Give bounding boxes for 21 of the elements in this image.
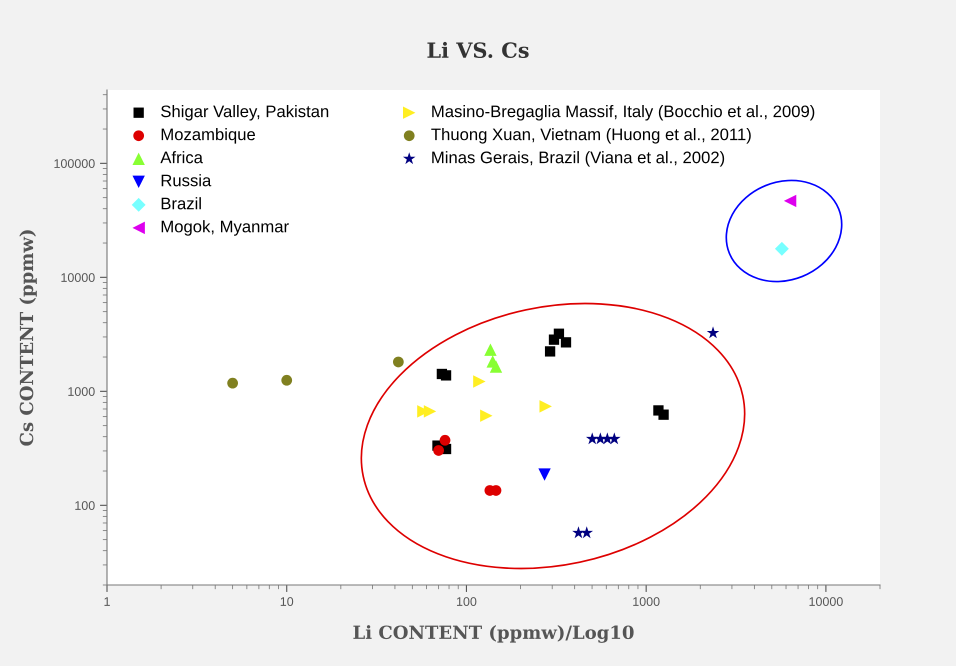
y-axis-title: Cs CONTENT (ppmw): [19, 230, 37, 446]
x-axis-title: Li CONTENT (ppmw)/Log10: [353, 625, 634, 643]
y-tick-label: 100: [75, 501, 95, 510]
chart-title: Li VS. Cs: [427, 42, 529, 58]
legend-label: Africa: [160, 151, 203, 164]
y-tick-label: 100000: [54, 159, 95, 168]
legend-label: Shigar Valley, Pakistan: [161, 105, 328, 121]
legend-label: Russia: [162, 174, 212, 186]
y-tick-label: 10000: [61, 273, 95, 282]
legend-label: Thuong Xuan, Vietnam (Huong et al., 2011): [431, 128, 751, 144]
legend-label: Mozambique: [162, 128, 256, 144]
legend-label: Brazil: [162, 197, 201, 210]
x-tick-label: 1: [104, 597, 110, 606]
legend-label: Masino-Bregaglia Massif, Italy (Bocchio et al., 2009): [432, 105, 814, 121]
x-tick-label: 100: [456, 597, 476, 606]
legend-label: Mogok, Myanmar: [162, 220, 289, 236]
x-tick-label: 10: [280, 597, 294, 606]
y-tick-label: 1000: [68, 387, 95, 396]
x-tick-label: 1000: [633, 597, 660, 606]
x-tick-label: 10000: [809, 597, 843, 606]
legend-label: Minas Gerais, Brazil (Viana et al., 2002): [432, 151, 724, 167]
